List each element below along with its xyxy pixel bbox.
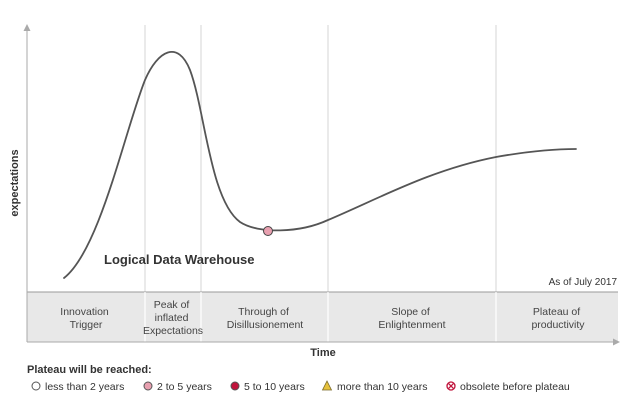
legend-label: 5 to 10 years [244,381,305,393]
phase-label-innovation-trigger: Innovation Trigger [60,306,111,331]
yellow-triangle-icon [321,380,333,391]
cross-line [448,383,454,389]
legend-item: 2 to 5 years [143,381,212,393]
legend-label: more than 10 years [337,381,427,393]
hype-curve [63,51,577,279]
phase-label-slope: Slope of Enlightenment [378,306,445,331]
legend-label: less than 2 years [45,381,124,393]
x-axis-arrow-icon [613,338,620,346]
phase-label-trough: Through of Disillusionement [227,306,304,331]
legend-item: obsolete before plateau [446,381,570,393]
phase-band [27,292,618,342]
pink-circle-icon [143,381,153,391]
phase-label-plateau: Plateau of productivity [531,306,585,331]
technology-marker[interactable] [263,226,273,236]
legend-title: Plateau will be reached: [27,364,152,376]
y-axis-label: expectations [9,149,21,216]
phase-label-peak: Peak of inflated Expectations [143,299,203,337]
y-axis-arrow-icon [23,24,31,31]
legend-item: more than 10 years [321,380,427,393]
open-circle-icon [31,381,41,391]
legend-item: 5 to 10 years [230,381,305,393]
legend-item: less than 2 years [31,381,124,393]
legend-label: obsolete before plateau [460,381,570,393]
as-of-label: As of July 2017 [549,277,618,288]
legend-label: 2 to 5 years [157,381,212,393]
crimson-circle-icon [230,381,240,391]
x-axis-label: Time [310,347,335,359]
technology-label: Logical Data Warehouse [104,252,255,267]
